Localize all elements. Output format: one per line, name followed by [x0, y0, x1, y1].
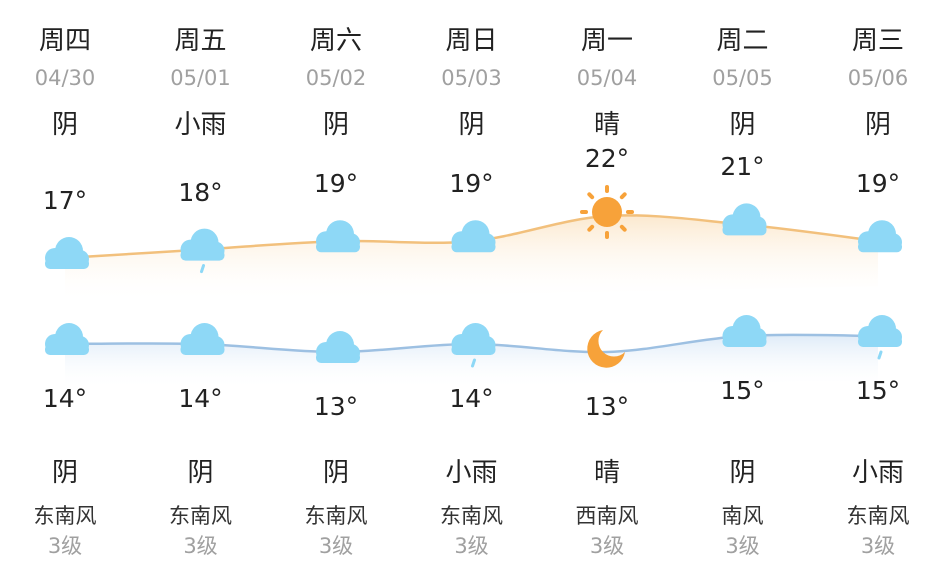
day-weather: 晴 [593, 110, 620, 140]
forecast-day-column[interactable]: 周二 05/05 阴 21° 15° 阴南风 3级 [675, 0, 811, 577]
night-weather: 小雨 [445, 458, 498, 488]
wind-direction: 东南风 [304, 504, 368, 528]
cloud-icon [45, 323, 89, 355]
day-weather: 阴 [864, 110, 891, 140]
wind-level: 3级 [454, 534, 489, 558]
forecast-day-column[interactable]: 周一 05/04 晴 22° 13° 晴西南风 3级 [539, 0, 675, 577]
wind-direction: 西南风 [575, 504, 639, 528]
low-temp: 14° [178, 384, 223, 413]
moon-icon [587, 330, 625, 368]
cloud-icon [180, 323, 225, 355]
high-temp: 22° [584, 144, 630, 173]
night-weather: 阴 [187, 458, 214, 488]
forecast-day-column[interactable]: 周日 05/03 阴 19° 14° 小雨东南风 3级 [404, 0, 540, 577]
forecast-day-column[interactable]: 周五 05/01 小雨 18° 14° 阴东南风 3级 [133, 0, 269, 577]
day-weather: 阴 [458, 110, 485, 140]
cloud-rain-icon [180, 228, 225, 274]
wind-level: 3级 [183, 534, 218, 558]
wind-direction: 东南风 [169, 504, 232, 528]
night-weather: 晴 [593, 458, 620, 488]
cloud-icon [45, 237, 89, 269]
cloud-icon [722, 203, 767, 236]
cloud-icon [316, 331, 360, 363]
low-temp-area [65, 334, 878, 389]
date: 05/05 [712, 66, 773, 90]
low-temp: 15° [855, 376, 901, 405]
cloud-rain-icon [858, 315, 902, 360]
day-weather: 阴 [729, 110, 756, 140]
day-name: 周四 [38, 26, 91, 56]
low-temp: 13° [584, 392, 630, 421]
day-weather: 阴 [51, 110, 78, 140]
cloud-rain-icon [451, 323, 496, 368]
wind-level: 3级 [47, 534, 83, 558]
day-weather: 阴 [322, 110, 349, 140]
day-name: 周一 [580, 26, 633, 56]
wind-level: 3级 [318, 534, 354, 558]
wind-level: 3级 [589, 534, 625, 558]
night-weather: 小雨 [851, 458, 904, 488]
cloud-icon [858, 220, 902, 253]
cloud-icon [722, 315, 767, 347]
day-weather: 小雨 [174, 110, 227, 140]
wind-level: 3级 [860, 534, 896, 558]
date: 05/01 [170, 66, 231, 90]
high-temp: 18° [178, 177, 223, 207]
day-name: 周三 [851, 26, 904, 56]
day-name: 周二 [716, 26, 769, 56]
night-weather: 阴 [729, 458, 756, 488]
low-temp: 14° [449, 384, 494, 413]
date: 05/02 [305, 66, 367, 90]
high-temp: 19° [855, 169, 901, 199]
wind-direction: 东南风 [33, 504, 97, 528]
low-temp: 15° [720, 376, 765, 405]
sun-icon [580, 185, 634, 239]
wind-direction: 南风 [721, 504, 764, 528]
day-name: 周六 [309, 26, 362, 56]
high-temp: 19° [313, 169, 359, 199]
low-temp: 13° [313, 392, 359, 421]
high-temp: 21° [720, 152, 765, 182]
cloud-icon [316, 220, 360, 253]
wind-direction: 东南风 [846, 504, 910, 528]
forecast-day-column[interactable]: 周四 04/30 阴 17° 14° 阴东南风 3级 [0, 0, 133, 577]
night-weather: 阴 [322, 458, 349, 488]
date: 05/03 [441, 66, 502, 90]
night-weather: 阴 [51, 458, 78, 488]
cloud-icon [451, 220, 496, 253]
high-temp: 19° [449, 169, 494, 199]
wind-direction: 东南风 [440, 504, 503, 528]
high-temp: 17° [42, 186, 88, 215]
date: 05/06 [847, 66, 909, 90]
day-name: 周日 [445, 26, 498, 56]
low-temp: 14° [42, 384, 88, 413]
forecast-day-column[interactable]: 周六 05/02 阴 19° 13° 阴东南风 3级 [268, 0, 404, 577]
high-temp-area [65, 215, 878, 303]
wind-level: 3级 [725, 534, 760, 558]
date: 04/30 [34, 66, 96, 90]
date: 05/04 [576, 66, 638, 90]
forecast-day-column[interactable]: 周三 05/06 阴 19° 15° 小雨东南风 3级 [810, 0, 946, 577]
day-name: 周五 [174, 26, 227, 56]
